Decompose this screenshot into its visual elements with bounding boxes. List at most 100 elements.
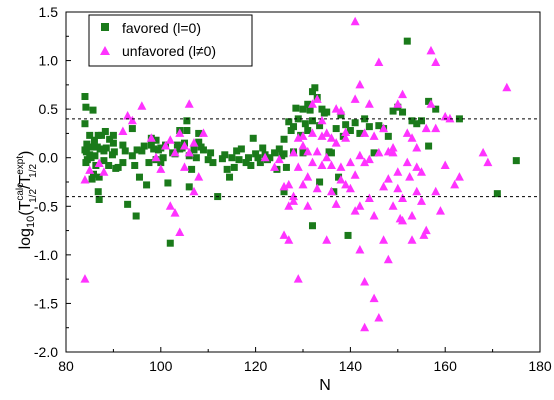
unfavored-point [379,235,389,244]
favored-point [106,135,114,143]
favored-point [190,146,198,154]
unfavored-point [189,186,199,196]
unfavored-point [417,196,426,205]
unfavored-point [284,235,294,244]
unfavored-point [180,162,189,171]
favored-point [311,84,319,92]
favored-point [413,120,421,128]
y-title-sup2: expt [15,156,26,175]
y-title-sub2: 1/2 [28,164,39,178]
unfavored-point [450,179,460,189]
favored-point [96,145,104,153]
unfavored-point [303,201,313,210]
favored-point [375,122,383,130]
unfavored-point [345,183,355,193]
unfavored-point [379,181,389,191]
favored-point [280,135,288,143]
favored-point [150,145,158,153]
favored-point [133,146,141,154]
unfavored-point [175,128,185,137]
favored-point [418,117,425,125]
y-tick-label: -0.5 [34,198,58,214]
x-tick-label: 180 [528,358,552,374]
unfavored-point [431,57,441,67]
favored-point [290,123,298,131]
unfavored-point [379,123,389,133]
favored-point [121,147,129,155]
favored-point [100,157,108,165]
legend-label-favored: favored (l=0) [122,20,201,36]
favored-point [294,115,302,123]
favored-point [344,231,352,239]
unfavored-point [355,79,365,89]
favored-point [114,163,122,171]
unfavored-point [194,172,204,181]
unfavored-point [364,193,374,203]
unfavored-point [421,225,431,235]
favored-point [351,119,359,127]
favored-point [183,117,191,125]
unfavored-point [402,157,412,167]
unfavored-point [289,191,299,201]
favored-point [119,159,127,167]
unfavored-point [417,167,426,176]
favored-point [138,147,146,155]
favored-point [226,173,234,181]
unfavored-point [355,245,365,254]
favored-point [271,149,279,157]
favored-point [337,111,345,119]
unfavored-point [369,131,379,140]
legend-box [88,14,253,67]
favored-point [249,134,257,142]
favored-point [101,127,109,135]
unfavored-point [350,170,360,179]
favored-point [304,100,312,108]
unfavored-point [146,133,156,142]
unfavored-point [483,157,493,167]
unfavored-point [454,172,464,181]
favored-point [209,159,217,167]
unfavored-point [284,179,294,189]
unfavored-point [170,208,180,217]
y-tick-label: 1.0 [39,53,59,69]
unfavored-point [341,179,351,189]
favored-point [81,120,89,128]
favored-point [124,200,132,208]
unfavored-point [307,99,317,108]
y-tick-label: 1.5 [39,4,59,20]
legend: favored (l=0) unfavored (l≠0) [88,14,253,67]
favored-point [332,125,340,133]
favored-point [143,181,151,189]
unfavored-point [355,150,365,160]
favored-point [89,143,97,151]
favored-point [242,159,250,167]
unfavored-point [189,138,199,147]
unfavored-point [364,154,374,164]
unfavored-point [326,133,336,142]
unfavored-point [431,186,441,196]
unfavored-point [393,183,403,193]
unfavored-point [350,16,360,26]
favored-point [89,170,97,178]
favored-point [230,163,238,171]
unfavored-point [412,162,422,171]
favored-point [88,175,96,183]
unfavored-point [151,152,161,162]
favored-point [299,149,307,157]
favored-point [90,136,98,144]
favored-point [323,108,331,116]
favored-point [145,159,153,167]
x-axis-ticks: 80 100 120 140 160 180 [58,347,552,374]
unfavored-point [312,94,322,103]
unfavored-point [80,175,90,184]
unfavored-point [412,143,422,152]
favored-point [370,149,378,157]
unfavored-point [440,160,450,169]
favored-point [164,179,172,187]
unfavored-point [331,138,341,147]
favored-point [87,154,95,162]
favored-point [308,222,316,230]
favored-point [432,105,440,113]
favored-point [152,136,160,144]
x-tick-label: 160 [434,358,458,374]
